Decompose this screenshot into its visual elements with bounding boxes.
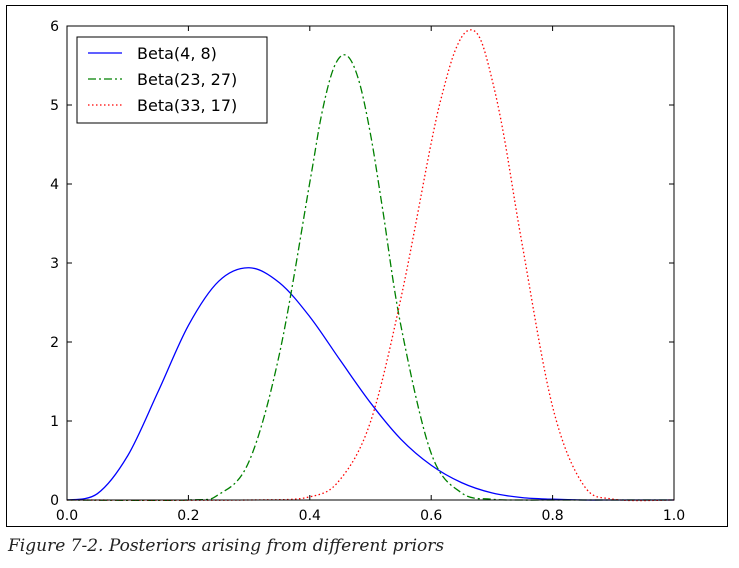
- legend-label-1: Beta(4, 8): [137, 44, 217, 63]
- legend-label-2: Beta(23, 27): [137, 70, 237, 89]
- plot-border: [66, 25, 675, 501]
- y-tick-label: 0: [50, 493, 59, 509]
- y-tick-label: 1: [50, 414, 59, 430]
- y-tick-label: 5: [50, 98, 59, 114]
- series-line-3: [66, 29, 675, 502]
- y-tick-label: 6: [50, 19, 59, 35]
- y-tick-label: 3: [50, 256, 59, 272]
- x-tick-label: 0.6: [420, 508, 442, 524]
- x-tick-label: 0.8: [541, 508, 563, 524]
- x-tick-label: 0.2: [177, 508, 199, 524]
- legend-box: [76, 36, 268, 124]
- legend: Beta(4, 8) Beta(23, 27) Beta(33, 17): [76, 36, 268, 124]
- series-line-2: [66, 54, 674, 502]
- legend-label-3: Beta(33, 17): [137, 96, 237, 115]
- y-tick-label: 2: [50, 335, 59, 351]
- figure-caption: Figure 7-2. Posteriors arising from diff…: [8, 536, 445, 556]
- x-tick-label: 1.0: [663, 508, 685, 524]
- y-tick-label: 4: [50, 177, 59, 193]
- x-tick-label: 0.4: [299, 508, 321, 524]
- x-tick-label: 0.0: [56, 508, 78, 524]
